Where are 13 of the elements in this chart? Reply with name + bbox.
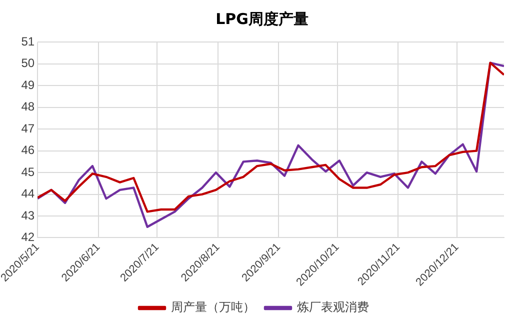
y-tick-label: 49 xyxy=(21,78,35,92)
y-tick-label: 43 xyxy=(21,208,35,222)
y-tick-label: 47 xyxy=(21,121,35,136)
legend-label: 周产量（万吨） xyxy=(171,300,255,314)
chart-title: LPG周度产量 xyxy=(214,10,310,29)
y-tick-label: 50 xyxy=(21,56,35,70)
y-tick-label: 46 xyxy=(21,143,35,158)
y-tick-label: 51 xyxy=(21,34,35,49)
y-tick-label: 45 xyxy=(21,164,35,179)
y-tick-label: 48 xyxy=(21,100,35,114)
y-tick-label: 42 xyxy=(21,230,35,244)
legend-label: 炼厂表观消费 xyxy=(297,300,369,314)
y-tick-label: 44 xyxy=(21,186,35,201)
